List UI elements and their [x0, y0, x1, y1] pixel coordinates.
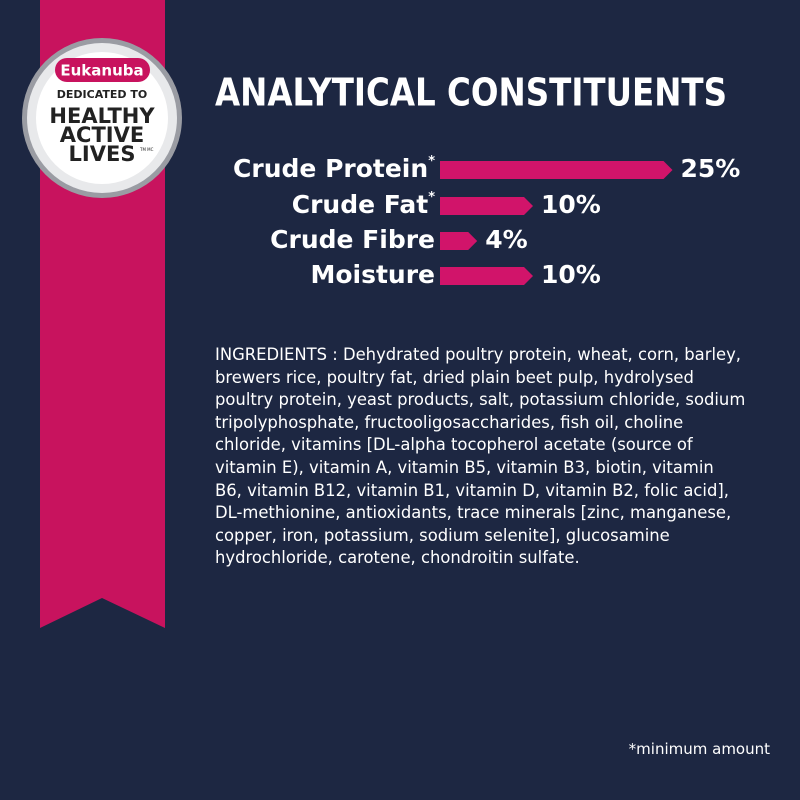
category-label: Crude Fat* — [292, 190, 435, 220]
brand-pill — [55, 58, 150, 82]
bar — [440, 232, 478, 250]
ingredients: INGREDIENTS : Dehydrated poultry protein… — [215, 344, 795, 570]
chart-title: ANALYTICAL CONSTITUENTS — [215, 71, 727, 115]
badge-text: HEALTHY — [49, 104, 155, 128]
value-label: 10% — [541, 190, 601, 219]
value-label: 4% — [485, 225, 527, 254]
badge-face — [36, 52, 168, 184]
category-note: * — [428, 154, 435, 169]
ingredients-line: chloride, vitamins [DL-alpha tocopherol … — [215, 435, 693, 455]
ingredients-line: tripolyphosphate, fructooligosaccharides… — [215, 412, 684, 432]
ingredients-line: INGREDIENTS : Dehydrated poultry protein… — [215, 345, 742, 364]
ingredients-line: brewers rice, poultry fat, dried plain b… — [215, 367, 694, 387]
category-name: Crude Protein — [233, 154, 428, 183]
ingredients-line: copper, iron, potassium, sodium selenite… — [215, 525, 670, 545]
ingredients-line: B6, vitamin B12, vitamin B1, vitamin D, … — [215, 480, 729, 500]
ingredients-line: poultry protein, yeast products, salt, p… — [215, 390, 746, 410]
bar — [440, 267, 533, 285]
badge-mark: TM MC — [139, 147, 154, 152]
bar — [440, 197, 533, 215]
bar — [440, 161, 673, 179]
category-note: * — [428, 190, 435, 205]
category-label: Crude Fibre — [270, 225, 435, 254]
value-label: 10% — [541, 260, 601, 289]
category-name: Crude Fat — [292, 190, 429, 219]
category-name: Moisture — [310, 260, 435, 289]
ingredients-line: DL-methionine, antioxidants, trace miner… — [215, 503, 732, 523]
ingredients-line: hydrochloride, carotene, chondroitin sul… — [215, 548, 580, 568]
badge-text: DEDICATED TO — [57, 88, 147, 101]
value-label: 25% — [681, 154, 741, 183]
category-label: Crude Protein* — [233, 154, 435, 184]
badge-text: ACTIVE — [60, 123, 144, 147]
footnote: *minimum amount — [628, 740, 770, 758]
category-name: Crude Fibre — [270, 225, 435, 254]
ingredients-line: vitamin E), vitamin A, vitamin B5, vitam… — [215, 457, 714, 477]
category-label: Moisture — [310, 260, 435, 289]
brand: Eukanuba — [60, 62, 143, 80]
badge-text: LIVES — [69, 142, 136, 166]
